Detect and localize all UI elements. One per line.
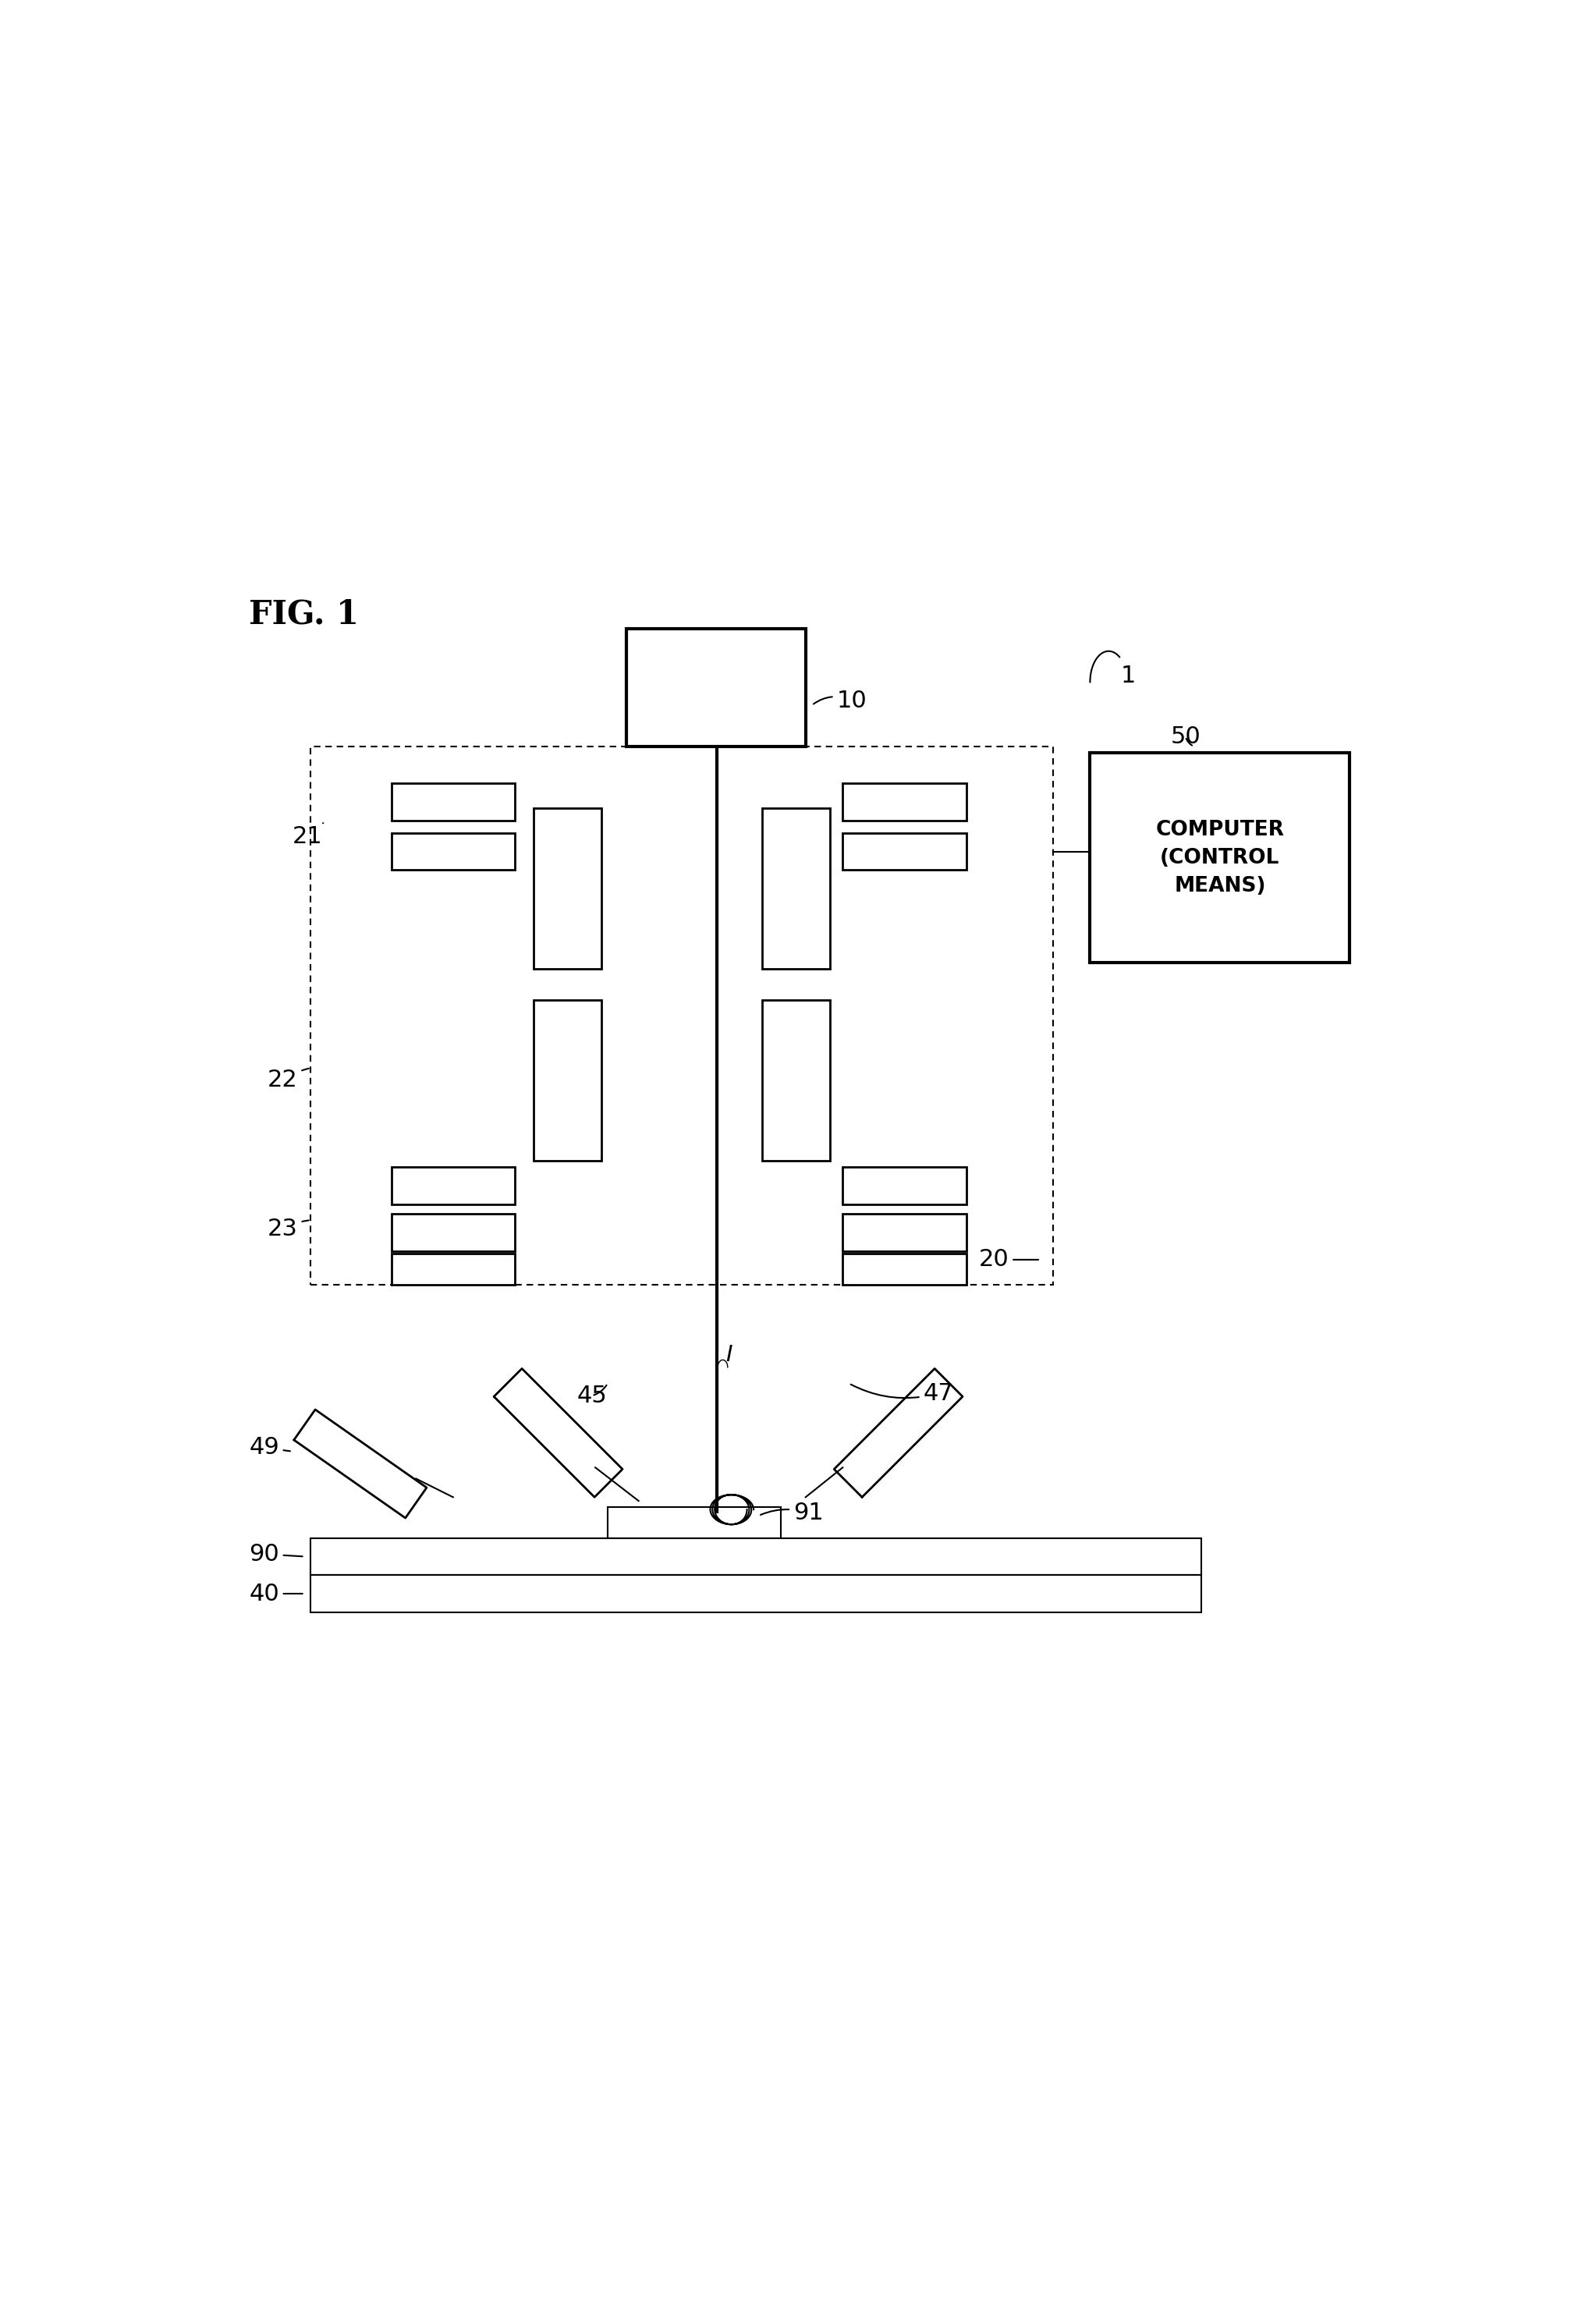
Text: 49: 49 (249, 1436, 290, 1459)
Text: COMPUTER
(CONTROL
MEANS): COMPUTER (CONTROL MEANS) (1156, 820, 1285, 897)
Text: 45: 45 (576, 1385, 606, 1408)
Bar (843, 1254, 967, 1285)
Text: 91: 91 (761, 1503, 824, 1524)
Bar (608, 1508, 780, 1538)
Bar (391, 783, 516, 820)
Bar (391, 1254, 516, 1285)
Bar (1090, 753, 1350, 962)
Text: 20: 20 (978, 1247, 1039, 1271)
Bar (391, 1166, 516, 1203)
Bar (626, 630, 806, 746)
Bar (763, 999, 830, 1162)
Text: 22: 22 (268, 1069, 308, 1092)
Bar (843, 1215, 967, 1252)
Bar (311, 746, 1053, 1285)
Text: 21: 21 (292, 822, 322, 848)
Text: FIG. 1: FIG. 1 (249, 597, 359, 632)
Bar (843, 1166, 967, 1203)
Text: 50: 50 (1170, 725, 1200, 748)
Text: 40: 40 (249, 1582, 303, 1605)
Bar (763, 808, 830, 969)
Bar (533, 999, 602, 1162)
Bar (533, 808, 602, 969)
Text: 1: 1 (1120, 664, 1136, 688)
Text: 90: 90 (249, 1542, 303, 1566)
Bar (391, 834, 516, 871)
Bar (843, 834, 967, 871)
Text: 10: 10 (814, 690, 867, 711)
Bar (311, 1575, 1202, 1612)
Bar (311, 1538, 1202, 1575)
Text: I: I (726, 1345, 733, 1366)
Text: 23: 23 (268, 1217, 308, 1240)
Bar (843, 783, 967, 820)
Bar (391, 1215, 516, 1252)
Text: 47: 47 (851, 1382, 953, 1405)
